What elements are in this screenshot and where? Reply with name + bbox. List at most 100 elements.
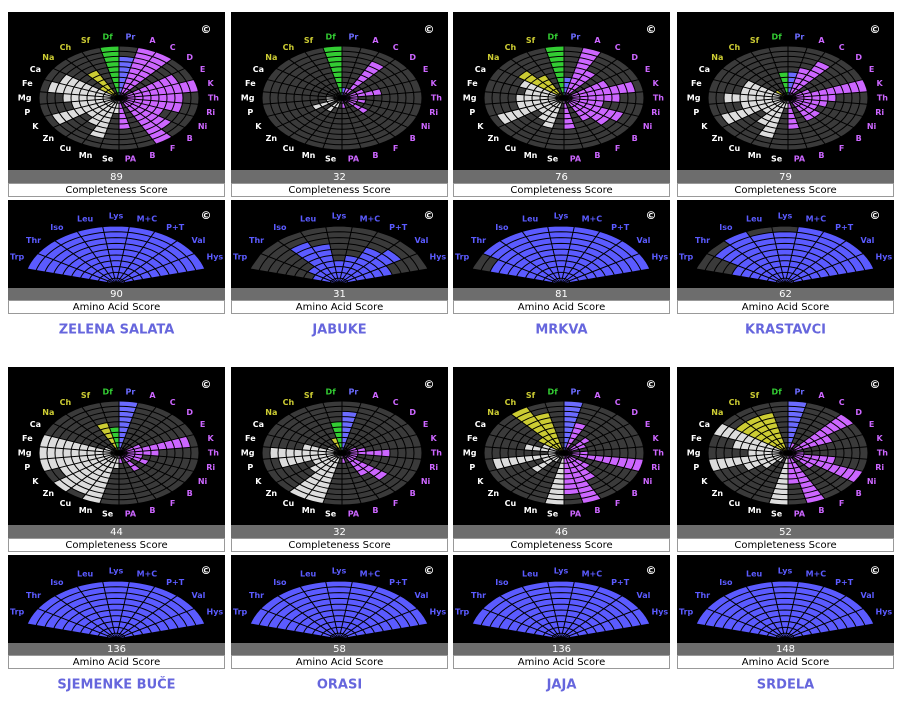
wheel-spoke [708,452,789,460]
nutrient-label: C [393,398,399,407]
wheel-spoke [52,97,120,128]
wheel-spoke [341,79,417,99]
nutrient-label: Na [487,408,499,417]
nutrient-label: Se [325,509,337,518]
label-box [677,655,894,669]
amino-ring [276,242,402,274]
wheel-spoke [563,434,639,454]
amino-spoke [784,581,799,640]
wheel-spoke [510,97,565,138]
amino-label: Iso [273,578,287,587]
nutrient-label: B [632,134,638,143]
amino-label: Trp [10,253,25,262]
wheel-spoke [118,79,194,99]
label-box [231,538,448,552]
completeness-label: Completeness Score [510,540,612,551]
wheel-spoke [497,97,565,128]
nutrient-label: C [615,43,621,52]
food-name: SJEMENKE BUČE [57,677,175,693]
wheel-spoke [118,97,186,128]
amino-spoke [521,231,562,285]
nutrient-label: Mn [524,151,538,160]
nutrient-label: Mg [463,94,477,103]
amino-score: 136 [107,644,126,655]
wheel-spoke [341,452,422,460]
nutrient-label: Fe [22,434,33,443]
wheel-spoke [713,452,789,472]
amino-label: Iso [719,578,733,587]
nutrient-label: B [149,151,155,160]
amino-label: Iso [273,223,287,232]
amino-spoke [499,595,562,640]
nutrient-label: F [615,499,620,508]
score-bar [677,288,894,300]
wheel-spoke [341,68,409,99]
amino-ring [533,266,589,280]
wheel-spoke [262,446,343,454]
nutrient-label: D [855,53,862,62]
wheel-spoke [118,452,157,500]
score-bar [8,170,225,183]
wheel-spoke [563,452,644,460]
amino-wedge [54,231,116,284]
wheel-spoke [563,68,631,99]
nutrient-label: Ca [253,420,264,429]
nutrient-label: D [631,408,638,417]
wheel-spoke [768,402,789,454]
nutrient-label: Df [326,33,337,42]
nutrient-label: B [856,134,862,143]
wheel-spoke [39,91,120,99]
nutrient-wedge [119,98,164,116]
label-box [453,300,670,314]
amino-wedge [290,241,339,284]
amino-wedge [561,595,640,639]
nutrient-label: K [208,434,215,443]
nutrient-label: Pr [348,33,358,42]
amino-spoke [115,226,130,285]
nutrient-label: Ni [867,477,877,486]
completeness-label: Completeness Score [65,540,167,551]
wheel-spoke [118,58,173,99]
nutrient-label: Df [772,388,783,397]
wheel-spoke [787,68,855,99]
amino-spoke [250,268,340,285]
amino-label: Lys [109,212,124,221]
amino-label: Iso [719,223,733,232]
wheel-spoke [787,452,855,483]
amino-label: Val [192,591,206,600]
amino-label: Hys [652,253,669,262]
label-box [231,183,448,197]
copyright: © [424,23,435,36]
nutrient-label: Pr [570,388,580,397]
wheel-spoke [787,97,826,145]
amino-wedge [785,586,847,639]
copyright: © [201,23,212,36]
amino-ring [88,266,144,280]
nutrient-label: C [839,43,845,52]
amino-label: Val [415,591,429,600]
amino-score: 81 [555,289,568,300]
amino-label: Trp [679,253,694,262]
nutrient-wedge [537,437,564,453]
nutrient-label: Sf [81,36,91,45]
nutrient-label: Na [711,53,723,62]
score-bar [8,643,225,655]
nutrient-label: Ch [283,398,295,407]
nutrient-label: Ca [699,65,710,74]
amino-wedge [27,608,117,639]
wheel-spoke [787,58,842,99]
nutrient-label: Th [653,449,664,458]
wheel-spoke [563,452,618,493]
amino-label: Hys [652,608,669,617]
score-bar [231,288,448,300]
amino-ring [285,603,393,631]
amino-label: Trp [679,608,694,617]
amino-ring [62,603,170,631]
wheel-spoke [544,452,565,504]
nutrient-label: Zn [266,489,278,498]
amino-label: P+T [389,223,408,232]
nutrient-label: E [869,65,874,74]
amino-label: P+T [835,223,854,232]
amino-label: Val [637,236,651,245]
amino-label: Lys [554,567,569,576]
